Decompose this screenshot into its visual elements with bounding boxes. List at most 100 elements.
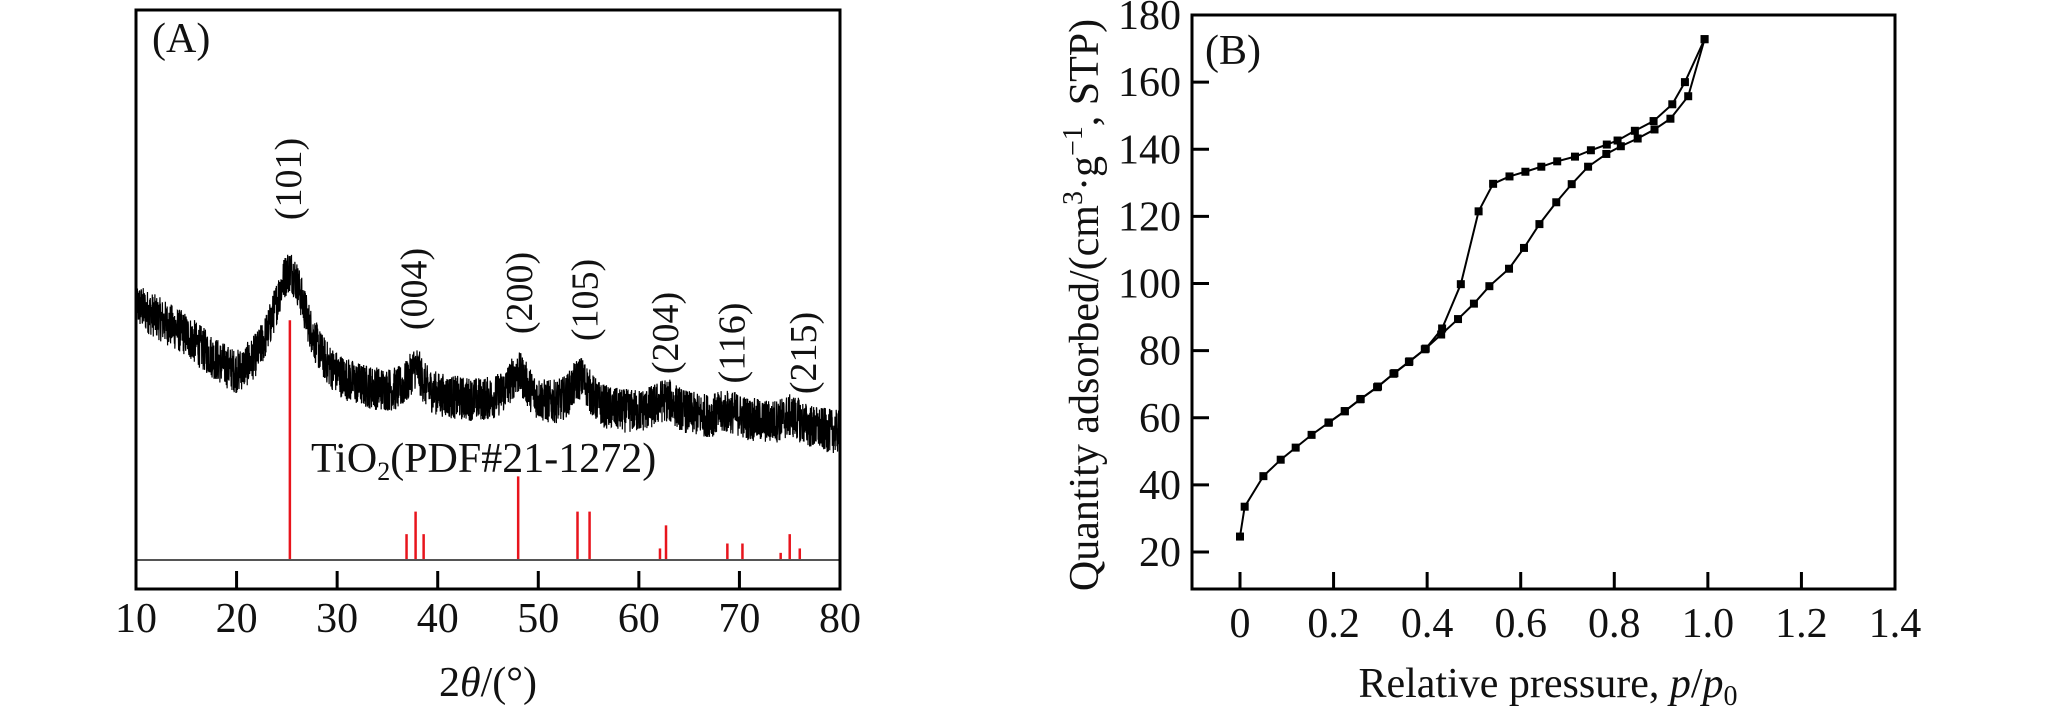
- data-point-marker: [1650, 125, 1659, 134]
- y-tick-label: 100: [1118, 262, 1181, 308]
- x-title-b-slash: /: [1691, 661, 1703, 707]
- reference-label-prefix: TiO: [311, 436, 377, 482]
- x-tick-label: 0.4: [1401, 601, 1454, 647]
- x-tick-label: 60: [618, 596, 660, 642]
- data-point-marker: [1570, 152, 1579, 161]
- data-point-marker: [1474, 207, 1483, 216]
- y-title-sup1: 3: [1058, 191, 1089, 205]
- data-point-marker: [1469, 299, 1478, 308]
- hkl-label: (204): [645, 292, 687, 374]
- data-point-marker: [1505, 264, 1514, 273]
- x-title-a-suffix: /(°): [481, 660, 537, 706]
- x-tick-label: 0.6: [1494, 601, 1547, 647]
- x-tick-label: 10: [115, 596, 157, 642]
- hkl-label: (101): [268, 138, 310, 220]
- data-point-marker: [1613, 136, 1622, 145]
- y-axis-title-b: Quantity adsorbed/(cm3·g−1, STP): [1058, 19, 1108, 591]
- panel-label-b: (B): [1205, 28, 1261, 74]
- y-tick-label: 60: [1139, 396, 1181, 442]
- panel-label-a: (A): [152, 16, 210, 62]
- x-tick-label: 1.2: [1775, 601, 1828, 647]
- data-point-marker: [1602, 149, 1611, 158]
- data-point-marker: [1259, 472, 1268, 481]
- data-point-marker: [1649, 117, 1658, 126]
- x-tick-label: 70: [718, 596, 760, 642]
- y-tick-label: 20: [1139, 530, 1181, 576]
- plot-frame-b: [1190, 13, 1897, 591]
- data-point-marker: [1340, 407, 1349, 416]
- x-axis-a: 10 20 30 40 50 60 70 80: [115, 571, 861, 642]
- reference-label: TiO2(PDF#21-1272): [311, 436, 656, 486]
- data-point-marker: [1602, 140, 1611, 149]
- x-title-b-p0: p: [1700, 661, 1724, 707]
- xrd-pattern-line: [135, 254, 841, 454]
- data-point-marker: [1324, 418, 1333, 427]
- hkl-annotations: (101) (004) (200) (105) (204) (116) (215): [268, 138, 825, 394]
- y-tick-label: 160: [1118, 60, 1181, 106]
- hkl-label: (215): [783, 312, 825, 394]
- data-point-marker: [1584, 162, 1593, 171]
- data-point-marker: [1374, 382, 1383, 391]
- reference-sticks: [288, 320, 802, 560]
- data-point-marker: [1537, 162, 1546, 171]
- data-point-marker: [1307, 430, 1316, 439]
- y-title-prefix: Quantity adsorbed/(cm: [1062, 205, 1108, 591]
- x-title-a-theta: θ: [460, 660, 481, 706]
- data-point-marker: [1437, 330, 1446, 339]
- data-point-marker: [1356, 394, 1365, 403]
- hkl-label: (105): [565, 259, 607, 341]
- hkl-label: (200): [499, 252, 541, 334]
- x-title-b-prefix: Relative pressure,: [1358, 661, 1669, 707]
- panel-b-isotherm: 0 0.2 0.4 0.6 0.8 1.0 1.2 1.4 20 40 60 80 100 120 140 1…: [1058, 0, 1921, 709]
- y-tick-label: 40: [1139, 463, 1181, 509]
- data-point-marker: [1390, 369, 1399, 378]
- data-point-marker: [1521, 167, 1530, 176]
- data-point-marker: [1456, 280, 1465, 289]
- xrd-pattern-series: [135, 254, 841, 454]
- x-tick-label: 40: [417, 596, 459, 642]
- x-title-b-sub: 0: [1724, 681, 1738, 709]
- y-title-sup2: −1: [1058, 126, 1089, 156]
- data-point-marker: [1700, 35, 1709, 44]
- x-tick-label: 0.2: [1307, 601, 1360, 647]
- data-point-marker: [1553, 157, 1562, 166]
- adsorption-line: [1239, 38, 1706, 537]
- y-tick-label: 140: [1118, 127, 1181, 173]
- data-point-marker: [1630, 126, 1639, 135]
- data-point-marker: [1519, 243, 1528, 252]
- y-title-mid: ·g: [1062, 156, 1108, 191]
- data-point-marker: [1684, 92, 1693, 101]
- data-point-marker: [1616, 142, 1625, 151]
- x-tick-label: 50: [517, 596, 559, 642]
- y-tick-label: 180: [1118, 0, 1181, 39]
- x-axis-title-b: Relative pressure, p/p0: [1358, 661, 1737, 709]
- hkl-label: (116): [711, 303, 753, 384]
- data-point-marker: [1454, 315, 1463, 324]
- data-point-marker: [1535, 220, 1544, 229]
- data-point-marker: [1240, 502, 1249, 511]
- y-tick-label: 80: [1139, 329, 1181, 375]
- x-axis-title-a: 2θ/(°): [439, 660, 537, 706]
- data-point-marker: [1438, 324, 1447, 333]
- desorption-branch: [1324, 35, 1709, 427]
- x-title-a-prefix: 2: [439, 660, 460, 706]
- x-title-b-p: p: [1667, 661, 1691, 707]
- data-point-marker: [1489, 179, 1498, 188]
- data-point-marker: [1421, 344, 1430, 353]
- panel-a-xrd: 10 20 30 40 50 60 70 80 (101) (004) (200) (105) (20…: [115, 8, 861, 706]
- x-tick-label: 20: [216, 596, 258, 642]
- x-tick-label: 1.0: [1682, 601, 1735, 647]
- x-tick-label: 0.8: [1588, 601, 1641, 647]
- y-title-suffix: , STP): [1062, 19, 1108, 126]
- data-point-marker: [1668, 100, 1677, 109]
- x-tick-label: 30: [316, 596, 358, 642]
- plot-frame-a: [134, 8, 842, 591]
- data-point-marker: [1505, 172, 1514, 181]
- reference-label-suffix: (PDF#21-1272): [390, 436, 656, 482]
- y-tick-label: 120: [1118, 194, 1181, 240]
- data-point-marker: [1586, 146, 1595, 155]
- isotherm-series: [1236, 35, 1709, 541]
- adsorption-branch: [1236, 35, 1709, 541]
- data-point-marker: [1236, 532, 1244, 541]
